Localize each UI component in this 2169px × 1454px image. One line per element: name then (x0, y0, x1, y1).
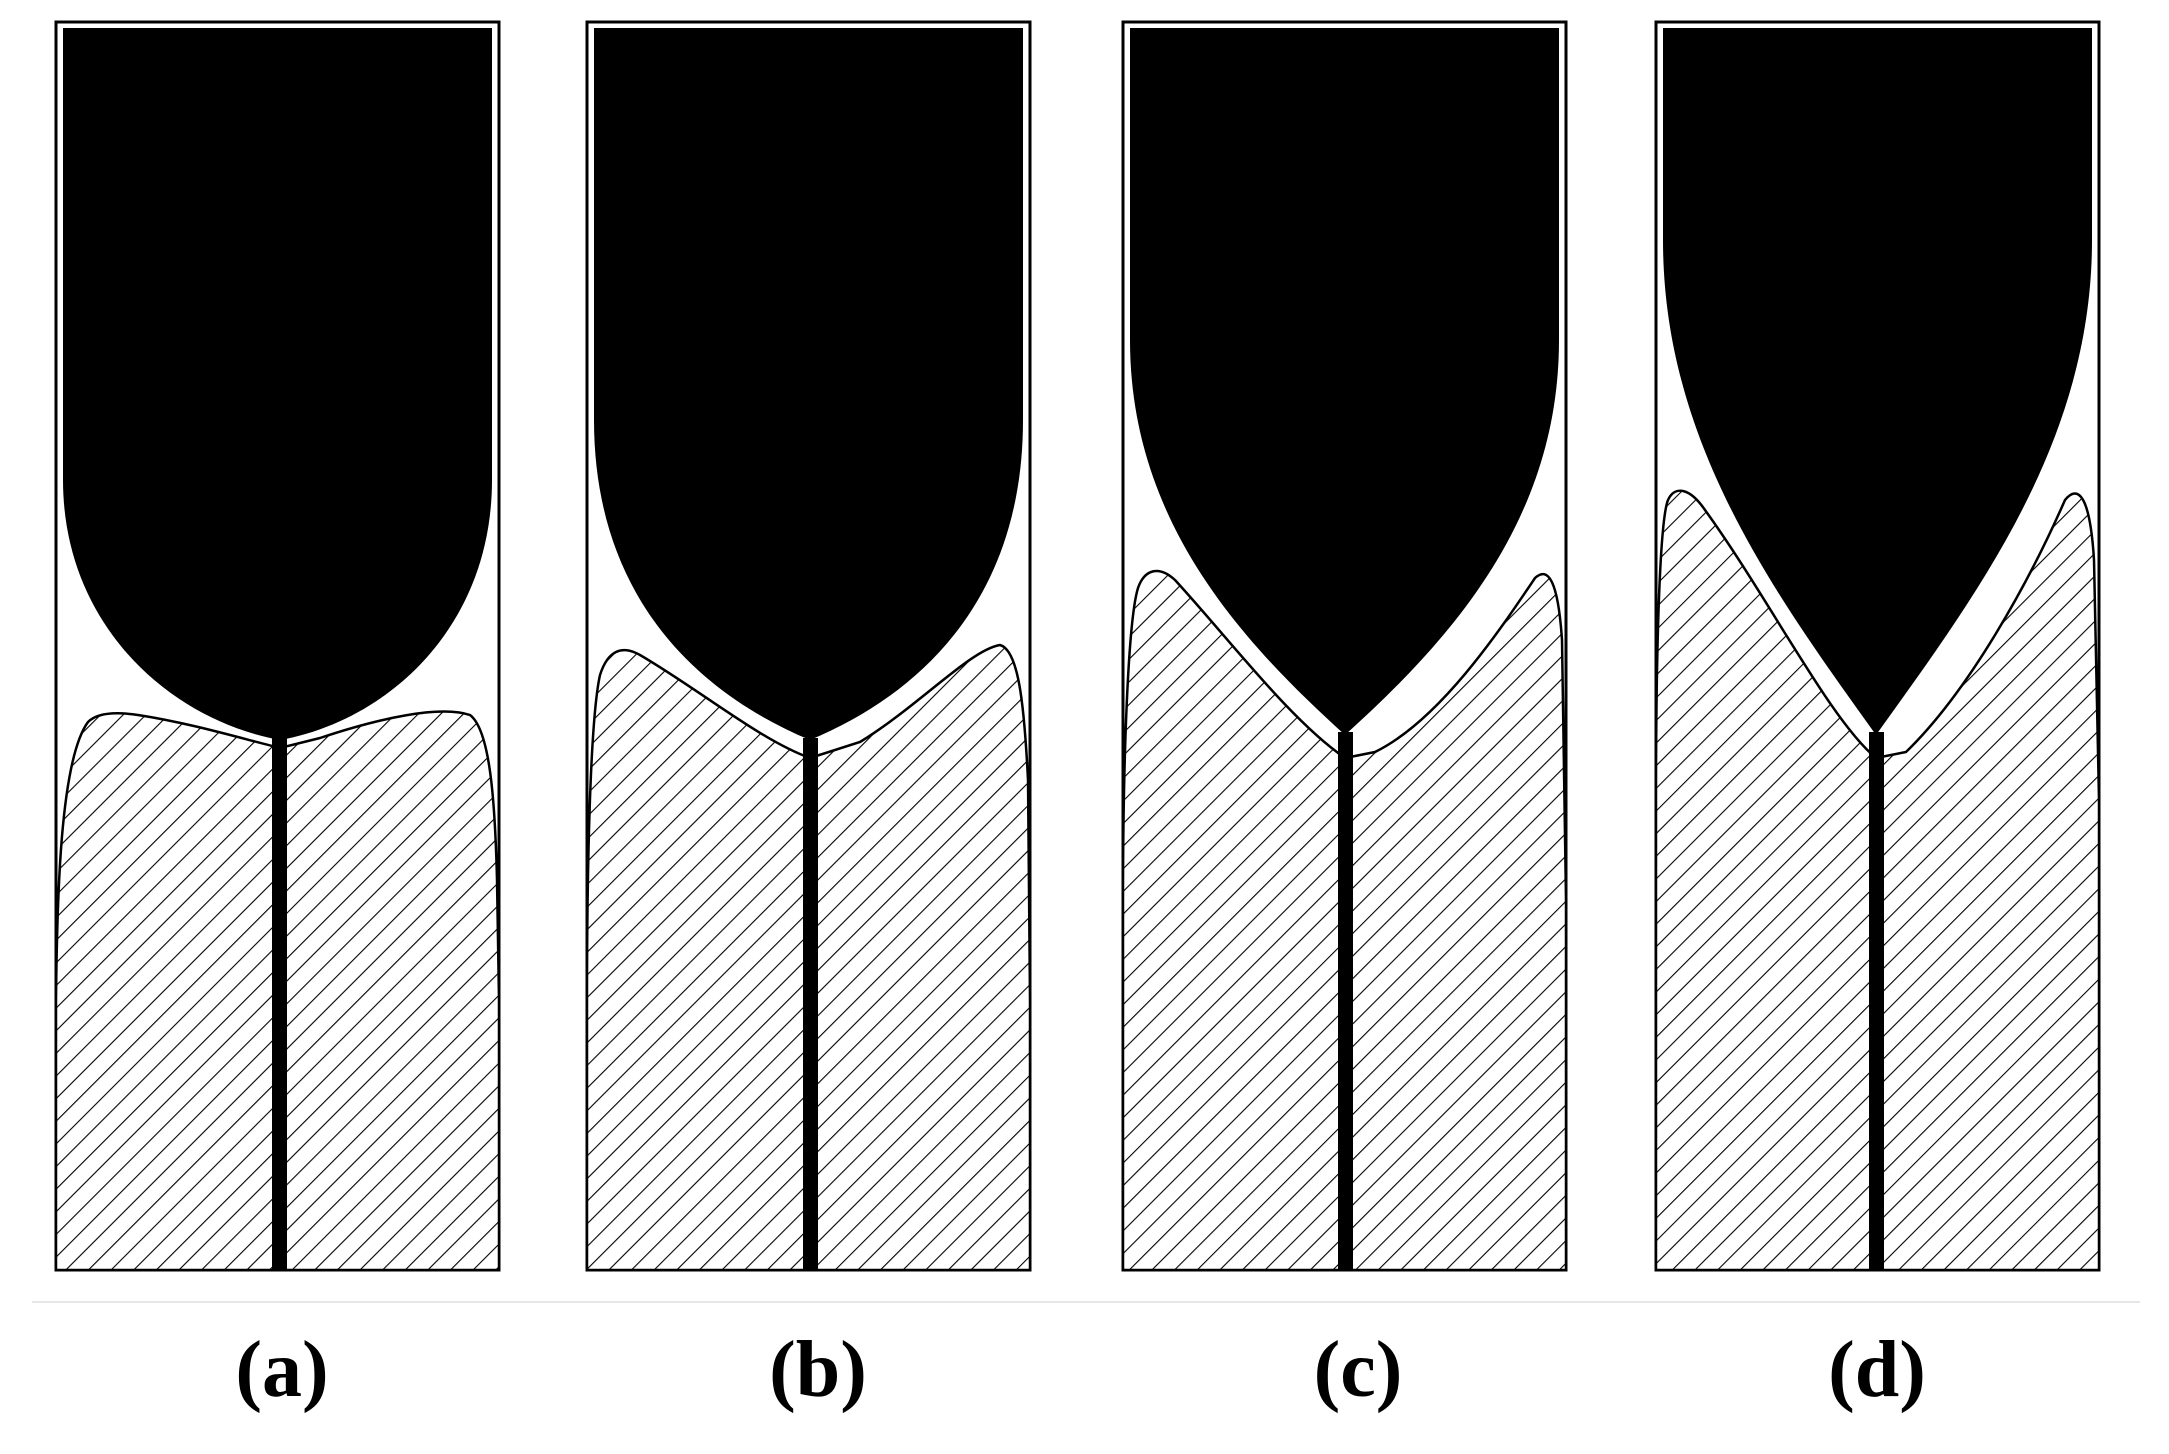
panel-c-label: (c) (1313, 1326, 1403, 1414)
caption-row: (a) (b) (c) (d) (0, 1320, 2169, 1430)
panel-d-black-region (1663, 28, 2092, 735)
panel-d (1654, 20, 2101, 1272)
panel-a-stem (272, 738, 287, 1270)
panel-c (1121, 20, 1568, 1272)
panel-b-stem (803, 738, 818, 1270)
panel-c-black-region (1130, 28, 1559, 735)
panel-b-label: (b) (769, 1326, 867, 1414)
panel-a (54, 20, 501, 1272)
panel-b (585, 20, 1032, 1272)
panel-a-label: (a) (235, 1326, 329, 1414)
panel-d-label: (d) (1828, 1326, 1926, 1414)
panel-c-stem (1338, 732, 1353, 1270)
panel-a-black-region (63, 28, 492, 740)
panel-b-black-region (594, 28, 1023, 740)
panel-d-stem (1869, 732, 1884, 1270)
